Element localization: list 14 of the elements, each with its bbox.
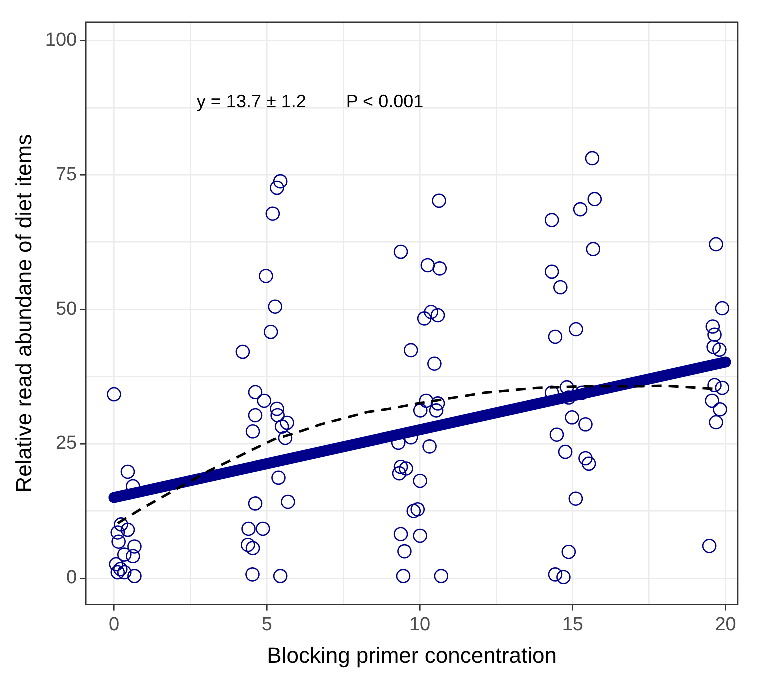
x-tick-label: 15 [562, 614, 584, 636]
annotation: P < 0.001 [346, 91, 424, 112]
annotation: y = 13.7 ± 1.2 [196, 91, 306, 112]
y-tick-label: 0 [66, 568, 78, 589]
y-axis-title: Relative read abundane of diet items [11, 134, 36, 493]
x-tick-label: 0 [108, 614, 120, 636]
x-tick-label: 5 [262, 614, 272, 636]
y-tick-label: 25 [56, 433, 78, 454]
x-axis-title: Blocking primer concentration [267, 642, 557, 668]
x-tick-label: 10 [409, 614, 431, 636]
y-tick-label: 100 [45, 30, 78, 51]
y-tick-label: 50 [56, 298, 78, 320]
x-tick-label: 20 [715, 614, 736, 636]
y-tick-label: 75 [56, 164, 78, 186]
